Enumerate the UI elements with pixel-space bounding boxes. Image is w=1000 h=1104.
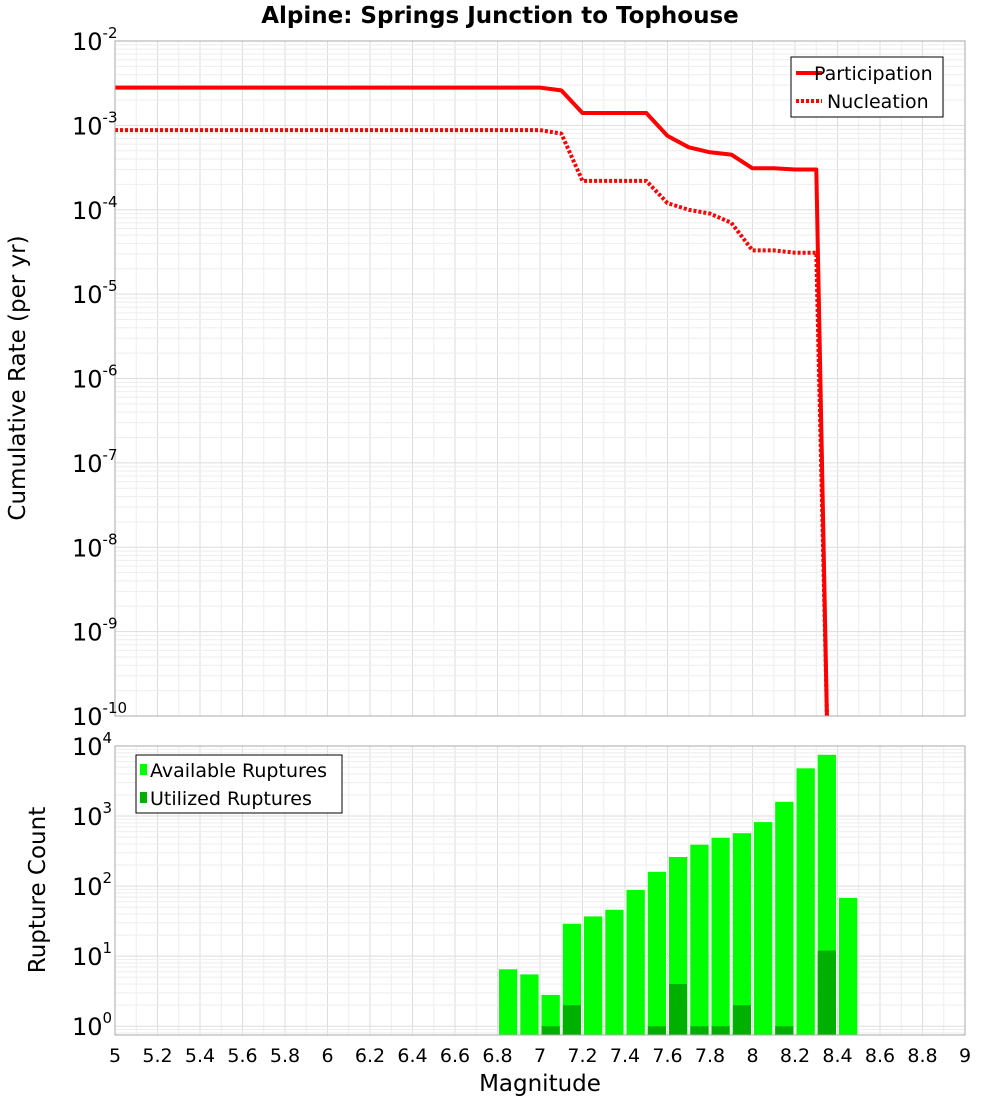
x-tick-label: 6.2 <box>355 1045 385 1067</box>
utilized-ruptures-bar <box>690 1026 709 1035</box>
x-tick-label: 5.2 <box>142 1045 172 1067</box>
top-y-tick-label: 10-2 <box>72 24 118 56</box>
top-y-tick-label: 10-6 <box>72 362 118 394</box>
legend-label-available: Available Ruptures <box>150 760 327 782</box>
top-series-group <box>115 85 829 717</box>
x-tick-label: 6.8 <box>482 1045 512 1067</box>
top-y-tick-label: 10-8 <box>72 530 118 562</box>
bottom-y-tick-label: 100 <box>72 1009 112 1041</box>
available-ruptures-bar <box>541 994 560 1035</box>
bottom-plot-frame <box>114 745 966 1036</box>
top-y-tick-label: 10-7 <box>72 446 118 478</box>
bottom-y-tick-labels: 100 101 102 103 104 <box>72 729 112 1041</box>
top-y-tick-label: 10-4 <box>72 193 118 225</box>
utilized-ruptures-bar <box>817 950 836 1035</box>
x-tick-label: 6.6 <box>440 1045 470 1067</box>
available-ruptures-bar <box>754 822 773 1035</box>
chart-title: Alpine: Springs Junction to Tophouse <box>261 3 739 29</box>
x-tick-label: 9 <box>959 1045 971 1067</box>
top-y-tick-label: 10-9 <box>72 615 118 647</box>
available-ruptures-bar <box>711 837 730 1035</box>
available-ruptures-bar <box>690 844 709 1035</box>
top-y-tick-labels: 10-2 10-3 10-4 10-5 10-6 10-7 10-8 10-9 10-10 <box>72 24 127 731</box>
bottom-y-tick-label: 101 <box>72 939 112 971</box>
x-tick-label: 7.2 <box>567 1045 597 1067</box>
utilized-ruptures-bar <box>775 1026 794 1035</box>
x-tick-label: 5.4 <box>185 1045 215 1067</box>
available-ruptures-bar <box>499 969 518 1035</box>
available-ruptures-bar <box>796 768 815 1035</box>
x-tick-label: 5 <box>109 1045 121 1067</box>
legend-swatch-utilized <box>140 792 147 803</box>
x-tick-label: 8 <box>746 1045 758 1067</box>
x-tick-label: 7 <box>534 1045 546 1067</box>
legend-label-utilized: Utilized Ruptures <box>150 788 312 810</box>
available-ruptures-bar <box>775 801 794 1035</box>
utilized-ruptures-bar <box>647 1026 666 1035</box>
x-tick-label: 8.4 <box>822 1045 852 1067</box>
bottom-y-tick-label: 103 <box>72 799 112 831</box>
utilized-ruptures-bar <box>541 1026 560 1035</box>
available-ruptures-bar <box>626 890 645 1035</box>
series-line-participation <box>115 85 829 717</box>
top-legend-box <box>790 56 944 118</box>
available-ruptures-bar <box>647 871 666 1035</box>
legend-label-nucleation: Nucleation <box>827 91 929 113</box>
cumulative-rate-plot: 10-2 10-3 10-4 10-5 10-6 10-7 10-8 10-9 10-10 Cu… <box>5 24 966 731</box>
available-ruptures-bar <box>520 974 539 1035</box>
available-ruptures-bar <box>732 833 751 1035</box>
x-tick-label: 8.2 <box>780 1045 810 1067</box>
available-ruptures-bar <box>584 916 603 1035</box>
available-ruptures-bar <box>605 909 624 1035</box>
top-plot-frame <box>114 40 966 717</box>
bottom-legend: Available Ruptures Utilized Ruptures <box>135 754 343 814</box>
bottom-y-tick-label: 104 <box>72 729 112 761</box>
top-y-axis-title: Cumulative Rate (per yr) <box>5 235 31 520</box>
bottom-x-tick-labels: 5 5.2 5.4 5.6 5.8 6 6.2 6.4 6.6 6.8 7 7.2 7.4 7.6 7.8 8… <box>109 1045 971 1067</box>
bottom-legend-box <box>135 754 343 814</box>
top-legend: Participation Nucleation <box>790 56 944 118</box>
utilized-ruptures-bar <box>732 1005 751 1035</box>
bottom-y-tick-label: 102 <box>72 869 112 901</box>
top-y-tick-label: 10-5 <box>72 277 118 309</box>
x-tick-label: 7.4 <box>610 1045 640 1067</box>
x-tick-label: 8.6 <box>865 1045 895 1067</box>
x-tick-label: 8.8 <box>907 1045 937 1067</box>
bottom-y-axis-title: Rupture Count <box>25 807 51 973</box>
x-axis-title: Magnitude <box>479 1071 601 1097</box>
utilized-ruptures-bar <box>669 984 688 1035</box>
x-tick-label: 7.8 <box>695 1045 725 1067</box>
x-tick-label: 5.6 <box>227 1045 257 1067</box>
legend-label-participation: Participation <box>814 63 933 85</box>
rupture-count-plot: 100 101 102 103 104 5 5.2 5.4 5.6 5.8 6 6.2 6.4 6.6 6… <box>25 729 971 1097</box>
x-tick-label: 6.4 <box>397 1045 427 1067</box>
top-y-tick-label: 10-3 <box>72 108 118 140</box>
available-ruptures-bar <box>839 897 858 1035</box>
top-grid <box>115 41 965 716</box>
utilized-ruptures-bar <box>711 1026 730 1035</box>
series-line-nucleation <box>115 128 829 717</box>
x-tick-label: 7.6 <box>652 1045 682 1067</box>
x-tick-label: 5.8 <box>270 1045 300 1067</box>
bottom-bars-group <box>499 754 858 1035</box>
top-y-tick-label: 10-10 <box>72 699 127 731</box>
legend-swatch-available <box>140 764 147 775</box>
utilized-ruptures-bar <box>562 1005 581 1035</box>
x-tick-label: 6 <box>321 1045 333 1067</box>
